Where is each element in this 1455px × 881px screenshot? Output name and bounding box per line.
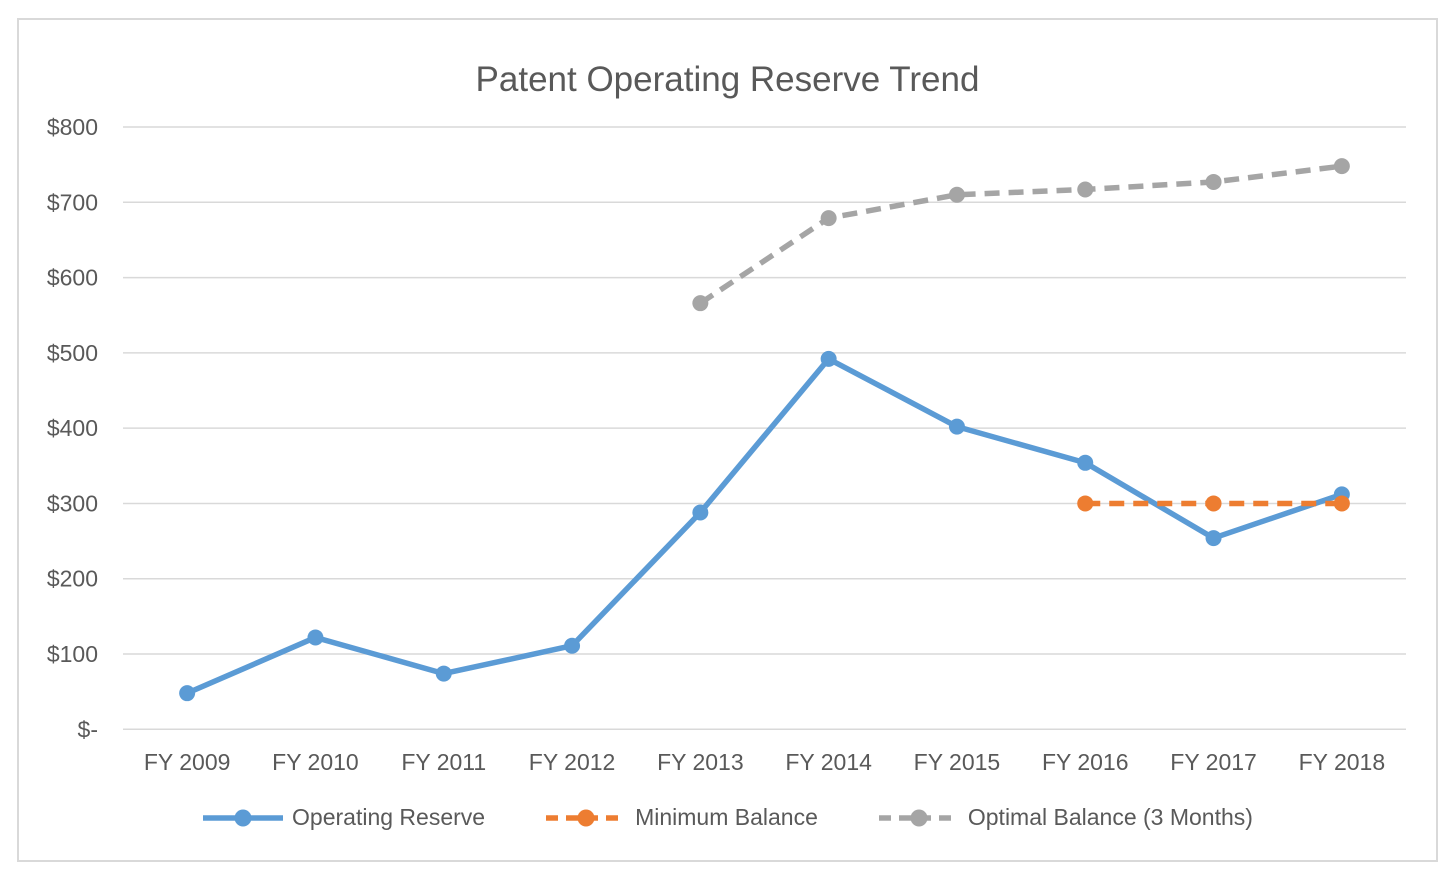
x-axis-label: FY 2012 <box>529 749 616 775</box>
x-axis-label: FY 2010 <box>272 749 359 775</box>
y-axis-tick-label: $700 <box>47 189 98 215</box>
data-point-marker-minimum-balance <box>1333 495 1350 512</box>
data-point-marker-operating-reserve <box>948 418 965 435</box>
data-point-marker-operating-reserve <box>1205 530 1222 547</box>
x-axis-label: FY 2015 <box>914 749 1001 775</box>
x-axis-label: FY 2013 <box>657 749 744 775</box>
legend-marker-sample <box>234 809 252 826</box>
legend-item-optimal-balance-3-months: Optimal Balance (3 Months) <box>878 804 1253 831</box>
series-line-operating-reserve <box>186 356 1343 696</box>
x-axis-label: FY 2018 <box>1299 749 1386 775</box>
chart-title: Patent Operating Reserve Trend <box>475 60 980 99</box>
legend-label: Optimal Balance (3 Months) <box>967 804 1253 830</box>
y-axis-tick-label: $600 <box>47 265 98 291</box>
data-point-marker-operating-reserve <box>435 665 452 682</box>
series-line-optimal-balance-3-months <box>698 163 1343 306</box>
data-point-marker-operating-reserve <box>1077 454 1094 471</box>
legend-line-marker-icon <box>546 809 627 826</box>
y-axis-tick-label: $100 <box>47 641 98 667</box>
data-point-marker-operating-reserve <box>179 685 196 702</box>
y-axis-tick-label: $200 <box>47 566 98 592</box>
data-point-marker-optimal-balance-3-months <box>948 186 965 203</box>
legend-marker-sample <box>577 809 595 826</box>
data-point-marker-optimal-balance-3-months <box>820 210 837 227</box>
legend-marker-sample <box>910 809 928 826</box>
chart-border <box>17 18 1438 862</box>
legend-label: Minimum Balance <box>635 804 818 830</box>
y-axis-tick-label: $- <box>78 716 98 742</box>
legend-item-minimum-balance: Minimum Balance <box>545 804 818 831</box>
x-axis-label: FY 2014 <box>785 749 872 775</box>
data-point-marker-operating-reserve <box>307 629 324 646</box>
y-axis-tick-label: $300 <box>47 490 98 516</box>
y-axis-tick-label: $800 <box>47 114 98 140</box>
data-point-marker-operating-reserve <box>692 504 709 521</box>
x-axis-label: FY 2017 <box>1170 749 1257 775</box>
legend-line-marker-icon <box>203 809 284 826</box>
x-axis-label: FY 2011 <box>401 749 486 775</box>
data-point-marker-optimal-balance-3-months <box>1333 158 1350 175</box>
data-point-marker-operating-reserve <box>564 637 581 654</box>
legend-line-marker-icon <box>878 809 959 826</box>
legend-label: Operating Reserve <box>292 804 486 830</box>
data-point-marker-optimal-balance-3-months <box>1077 181 1094 198</box>
data-point-marker-minimum-balance <box>1205 495 1222 512</box>
x-axis-label: FY 2016 <box>1042 749 1129 775</box>
legend: Operating Reserve Minimum Balance Optimal … <box>0 804 1455 831</box>
data-point-marker-operating-reserve <box>820 350 837 367</box>
legend-item-operating-reserve: Operating Reserve <box>202 804 485 831</box>
x-axis-label: FY 2009 <box>144 749 231 775</box>
data-point-marker-optimal-balance-3-months <box>692 295 709 312</box>
data-point-marker-optimal-balance-3-months <box>1205 173 1222 190</box>
y-axis-tick-label: $500 <box>47 340 98 366</box>
data-point-marker-minimum-balance <box>1077 495 1094 512</box>
y-axis-tick-label: $400 <box>47 415 98 441</box>
